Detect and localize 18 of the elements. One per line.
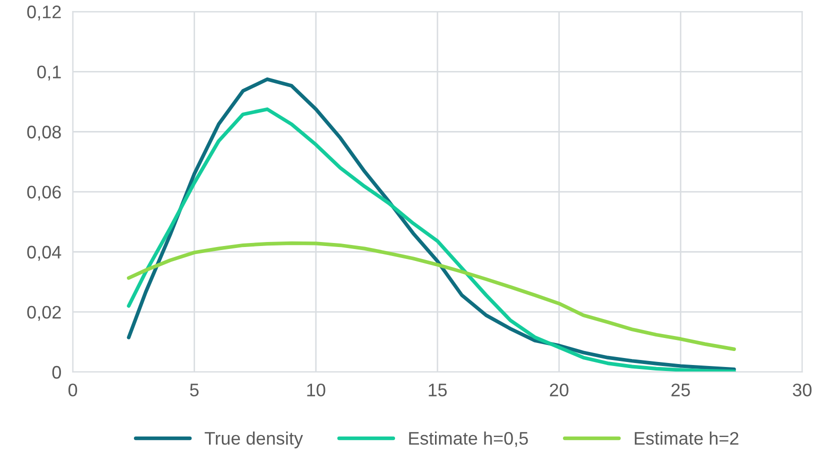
x-tick-label: 10 xyxy=(307,384,326,396)
legend-label: Estimate h=0,5 xyxy=(409,431,528,447)
x-tick-label: 20 xyxy=(550,384,568,396)
x-tick-label: 5 xyxy=(190,384,199,396)
y-tick-label: 0,12 xyxy=(27,6,61,20)
x-tick-label: 25 xyxy=(671,384,690,396)
x-tick-label: 15 xyxy=(428,384,447,396)
y-tick-label: 0,08 xyxy=(27,126,61,141)
line-series xyxy=(126,241,736,351)
y-tick-label: 0,06 xyxy=(27,186,61,201)
y-tick-label: 0,02 xyxy=(27,306,61,321)
legend-label: Estimate h=2 xyxy=(634,431,738,445)
y-tick-label: 0 xyxy=(52,366,61,379)
y-tick-label: 0,1 xyxy=(37,66,61,81)
x-tick-label: 30 xyxy=(792,384,812,396)
x-tick-label: 0 xyxy=(68,384,78,396)
y-tick-label: 0,04 xyxy=(27,246,62,261)
legend-label: True density xyxy=(204,431,303,448)
